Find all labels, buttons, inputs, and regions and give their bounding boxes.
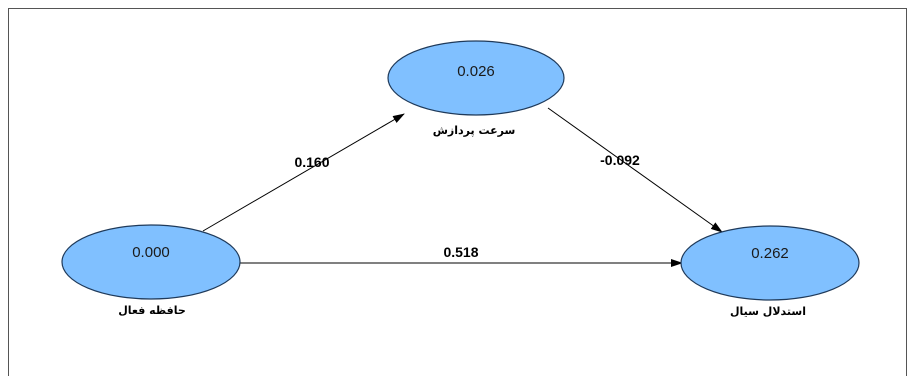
node-working-memory-label: حافظه فعال bbox=[118, 304, 186, 317]
coefficient-wm-to-ps: 0.160 bbox=[294, 154, 329, 170]
node-fluid-reasoning-ellipse bbox=[680, 225, 860, 301]
diagram-frame bbox=[8, 8, 907, 376]
node-working-memory: 0.000 حافظه فعال bbox=[61, 224, 241, 317]
coefficient-ps-to-fr: -0.092 bbox=[600, 152, 640, 168]
node-working-memory-ellipse bbox=[61, 224, 241, 300]
node-processing-speed-value: 0.026 bbox=[457, 63, 495, 80]
node-fluid-reasoning-value: 0.262 bbox=[751, 245, 789, 262]
node-working-memory-value: 0.000 bbox=[132, 244, 170, 261]
edge-working-memory-to-processing-speed bbox=[202, 113, 405, 232]
node-fluid-reasoning: 0.262 استدلال سیال bbox=[680, 225, 860, 318]
edge-processing-speed-to-fluid-reasoning bbox=[547, 107, 723, 233]
node-processing-speed-ellipse bbox=[387, 40, 565, 116]
node-processing-speed: 0.026 سرعت پردازش bbox=[387, 40, 565, 137]
coefficient-wm-to-fr: 0.518 bbox=[443, 244, 478, 260]
node-processing-speed-label: سرعت پردازش bbox=[433, 124, 516, 137]
node-fluid-reasoning-label: استدلال سیال bbox=[730, 305, 806, 318]
